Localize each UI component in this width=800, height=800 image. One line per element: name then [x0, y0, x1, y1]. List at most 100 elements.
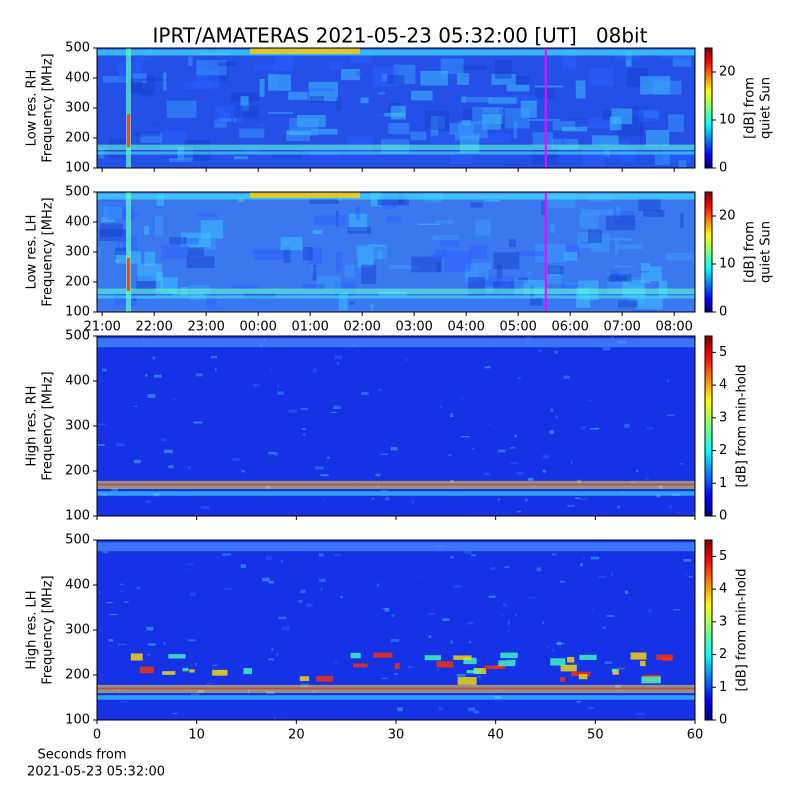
spectrogram-texture [551, 138, 579, 150]
spectrogram-texture [467, 622, 474, 625]
y-tick-label: 100 [65, 305, 90, 320]
spectrogram-texture [283, 246, 291, 263]
spectrogram-texture [488, 97, 517, 104]
spectrogram-texture [300, 589, 306, 594]
spectrogram-texture [277, 384, 279, 388]
spectrogram-texture [489, 276, 514, 285]
spectrogram-texture [541, 201, 547, 215]
spectrogram-texture [468, 707, 476, 712]
colorbar-tick-label: 0 [719, 161, 727, 176]
spectrogram-band [250, 192, 360, 198]
spectrogram-texture [635, 662, 642, 666]
spectrogram-texture [575, 80, 586, 99]
spectrogram-texture [262, 630, 265, 632]
spectrogram-texture [444, 250, 471, 272]
spectrogram-band [97, 491, 695, 496]
spectrogram-texture [275, 652, 279, 657]
spectrogram-texture [506, 84, 530, 92]
spectrogram-burst [436, 661, 454, 668]
spectrogram-texture [440, 237, 459, 247]
y-tick-label: 400 [65, 578, 90, 593]
spectrogram-texture [268, 451, 275, 455]
spectrogram-texture [163, 642, 166, 645]
spectrogram-texture [442, 618, 450, 621]
spectrogram-texture [685, 573, 687, 577]
spectrogram-texture [526, 271, 532, 275]
spectrogram-texture [274, 716, 276, 720]
spectrogram-burst [500, 652, 518, 659]
spectrogram-texture [116, 648, 125, 651]
spectrogram-texture [190, 693, 200, 696]
spectrogram-texture [480, 450, 486, 455]
colorbar-tick-label: 3 [719, 614, 727, 629]
spectrogram-texture [668, 114, 684, 133]
spectrogram-texture [339, 293, 345, 306]
spectrogram-texture [387, 75, 405, 84]
spectrogram-texture [673, 608, 681, 611]
spectrogram-texture [253, 249, 286, 260]
spectrogram-texture [136, 587, 141, 589]
spectrogram-burst [498, 660, 516, 667]
spectrogram-texture [513, 121, 518, 139]
spectrogram-texture [319, 578, 326, 582]
spectrogram-texture [588, 707, 595, 709]
spectrogram-texture [301, 571, 309, 575]
spectrogram-burst [394, 663, 400, 669]
colorbar-tick-label: 0 [719, 305, 727, 320]
spectrogram-texture [483, 199, 500, 202]
spectrogram-texture [610, 572, 613, 576]
spectrogram-texture [186, 256, 215, 269]
spectrogram-texture [452, 585, 462, 588]
spectrogram-texture [349, 301, 355, 305]
spectrogram-texture [105, 602, 113, 604]
spectrogram-texture [259, 79, 265, 97]
spectrogram-texture [333, 405, 341, 409]
spectrogram-texture [241, 470, 246, 473]
spectrogram-texture [361, 264, 377, 284]
spectrogram-texture [336, 96, 342, 111]
spectrogram-texture [390, 638, 400, 643]
spectrogram-texture [542, 469, 546, 473]
spectrogram-texture [461, 396, 464, 401]
spectrogram-texture [378, 388, 383, 391]
spectrogram-texture [432, 235, 459, 241]
spectrogram-texture [450, 556, 454, 559]
spectrogram-texture [552, 121, 576, 131]
spectrogram-texture [134, 459, 141, 464]
spectrogram-texture [288, 91, 308, 100]
x-tick-label: 50 [587, 728, 604, 743]
spectrogram-texture [496, 264, 503, 285]
spectrogram-burst [189, 669, 195, 673]
colorbar-tick-label: 2 [719, 647, 727, 662]
y-tick-label: 500 [65, 329, 90, 344]
spectrogram-texture [168, 157, 193, 163]
x-tick-label: 30 [388, 728, 405, 743]
spectrogram-texture [638, 198, 661, 211]
spectrogram-texture [635, 470, 639, 472]
spectrogram-texture [438, 707, 443, 711]
spectrogram-texture [667, 414, 675, 417]
spectrogram-texture [336, 362, 340, 365]
spectrogram-texture [374, 114, 383, 116]
spectrogram-texture [635, 297, 663, 310]
spectrogram-burst [139, 666, 154, 674]
spectrogram-texture [508, 628, 510, 633]
spectrogram-texture [215, 367, 217, 372]
spectrogram-band [97, 542, 695, 552]
spectrogram-texture [105, 472, 114, 475]
spectrogram-texture [435, 220, 454, 224]
y-tick-label: 100 [65, 509, 90, 524]
spectrogram-texture [186, 662, 195, 667]
spectrogram-texture [270, 336, 273, 339]
spectrogram-texture [643, 210, 665, 217]
spectrogram-texture [220, 497, 228, 500]
spectrogram-texture [688, 575, 693, 578]
spectrogram-texture [491, 73, 516, 85]
spectrogram-texture [484, 472, 491, 476]
spectrogram-texture [329, 62, 344, 71]
spectrogram-texture [239, 128, 265, 138]
spectrogram-burst [457, 677, 477, 685]
chart-title: IPRT/AMATERAS 2021-05-23 05:32:00 [UT] 0… [153, 24, 648, 48]
spectrogram-texture [609, 237, 633, 241]
colorbar-label: quiet Sun [759, 77, 774, 139]
